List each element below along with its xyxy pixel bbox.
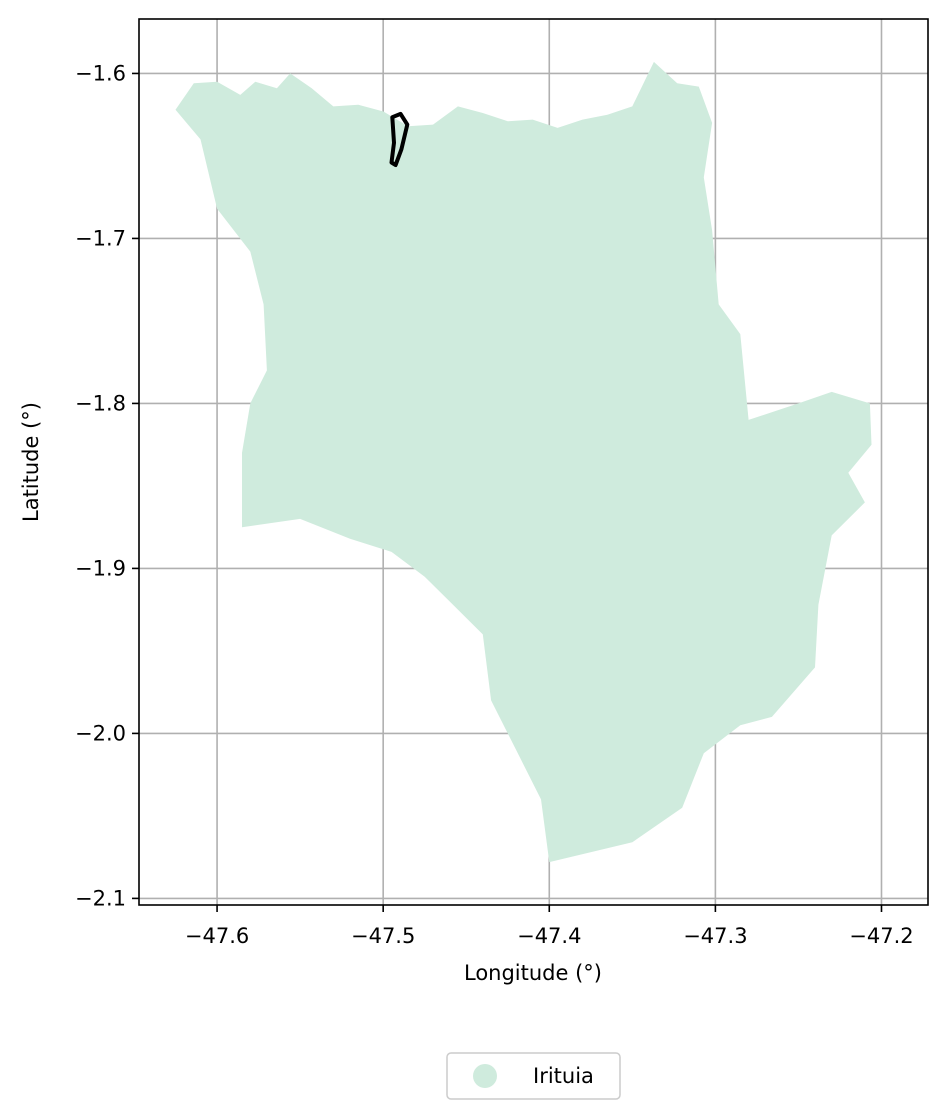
outline-shape [389,111,410,167]
x-tick-label: −47.6 [185,924,249,948]
region-irituia [175,61,872,863]
y-tick-label: −1.7 [75,226,126,250]
plot-frame [138,18,929,906]
map-outlines [389,111,410,167]
y-axis-ticks: −1.6 −1.7 −1.8 −1.9 −2.0 −2.1 [75,61,139,910]
legend-marker-irituia [473,1064,497,1088]
x-tick-label: −47.5 [351,924,415,948]
x-tick-label: −47.4 [517,924,581,948]
map-regions [175,61,872,863]
y-tick-label: −2.1 [75,886,126,910]
x-tick-label: −47.3 [683,924,747,948]
y-tick-label: −2.0 [75,721,126,745]
x-tick-label: −47.2 [849,924,913,948]
y-tick-label: −1.6 [75,61,126,85]
y-tick-label: −1.9 [75,556,126,580]
legend-box [446,1052,621,1100]
x-axis-label: Longitude (°) [464,961,602,985]
y-axis-label: Latitude (°) [19,402,43,522]
x-axis-ticks: −47.6 −47.5 −47.4 −47.3 −47.2 [185,905,914,948]
legend-label-irituia: Irituia [533,1064,594,1088]
legend: Irituia [446,1052,621,1100]
y-tick-label: −1.8 [75,391,126,415]
